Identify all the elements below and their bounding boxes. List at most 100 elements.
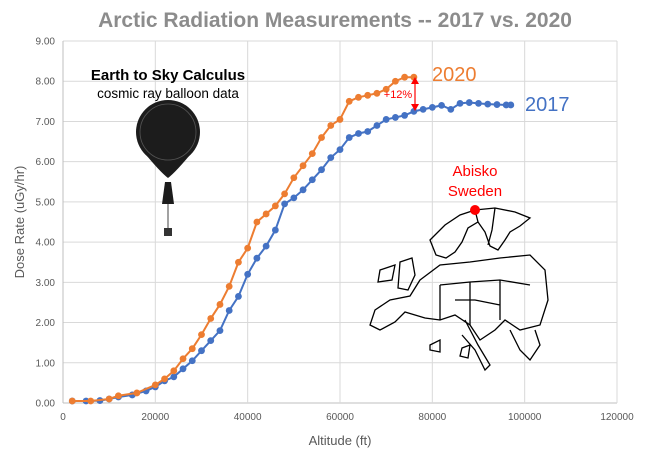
data-point-2017 <box>438 101 445 109</box>
abisko-marker <box>470 205 480 215</box>
data-point-2020 <box>87 397 95 405</box>
series-label-2017: 2017 <box>525 94 570 116</box>
data-point-2017 <box>253 254 261 262</box>
data-point-2017 <box>290 194 298 202</box>
x-tick-label: 100000 <box>508 412 542 423</box>
data-point-2020 <box>401 73 409 81</box>
data-point-2017 <box>188 357 196 365</box>
data-point-2020 <box>225 282 233 290</box>
data-point-2020 <box>262 210 270 218</box>
series-group <box>68 73 515 405</box>
data-point-2020 <box>244 244 252 252</box>
data-point-2020 <box>271 202 279 210</box>
brand-subtitle: cosmic ray balloon data <box>97 86 239 101</box>
data-point-2017 <box>493 101 501 108</box>
y-tick-label: 5.00 <box>36 197 56 208</box>
data-point-2020 <box>68 397 76 405</box>
data-point-2017 <box>170 373 178 381</box>
y-tick-label: 8.00 <box>36 77 56 88</box>
data-point-2017 <box>419 105 427 113</box>
x-tick-label: 40000 <box>234 412 262 423</box>
location-label-2: Sweden <box>448 183 502 200</box>
y-tick-label: 6.00 <box>36 157 56 168</box>
data-point-2017 <box>327 154 335 162</box>
y-tick-label: 7.00 <box>36 117 56 128</box>
balloon-icon <box>136 100 200 236</box>
series-line-2020 <box>72 76 414 402</box>
europe-map <box>369 207 549 372</box>
data-point-2017 <box>475 99 482 107</box>
gridlines <box>62 40 618 404</box>
data-point-2020 <box>198 331 205 339</box>
data-point-2017 <box>345 134 353 141</box>
x-tick-label: 0 <box>60 412 66 423</box>
data-point-2020 <box>364 91 372 99</box>
y-tick-label: 3.00 <box>36 278 56 289</box>
data-point-2017 <box>392 114 399 121</box>
series-line-2017 <box>72 101 511 402</box>
y-tick-label: 4.00 <box>36 238 56 249</box>
data-point-2020 <box>392 77 399 85</box>
data-point-2017 <box>428 103 436 111</box>
data-point-2017 <box>465 99 473 106</box>
data-point-2020 <box>308 150 316 158</box>
data-point-2020 <box>216 301 224 308</box>
data-point-2020 <box>336 116 344 123</box>
data-point-2020 <box>105 395 113 403</box>
tick-labels: 0.00 1.00 2.00 3.00 4.00 5.00 6.00 7.00 8.00 9.00… <box>36 37 635 424</box>
chart-title: Arctic Radiation Measurements -- 2017 vs… <box>98 9 572 32</box>
data-point-2017 <box>318 166 325 174</box>
data-point-2017 <box>401 112 409 119</box>
difference-arrow <box>411 77 419 111</box>
x-tick-label: 60000 <box>326 412 354 423</box>
data-point-2020 <box>382 85 390 93</box>
y-tick-label: 9.00 <box>36 37 56 48</box>
y-tick-label: 1.00 <box>36 358 56 369</box>
data-point-2017 <box>336 146 344 154</box>
data-point-2020 <box>253 218 261 226</box>
data-point-2017 <box>364 128 372 135</box>
data-point-2020 <box>318 134 325 141</box>
data-point-2017 <box>308 176 316 184</box>
data-point-2017 <box>207 337 215 345</box>
data-point-2017 <box>179 365 187 373</box>
data-point-2017 <box>382 116 390 123</box>
x-tick-label: 80000 <box>418 412 446 423</box>
data-point-2020 <box>299 162 307 170</box>
y-tick-label: 2.00 <box>36 318 56 329</box>
data-point-2017 <box>262 242 270 250</box>
data-point-2020 <box>115 392 122 400</box>
data-point-2017 <box>456 99 464 107</box>
data-point-2020 <box>188 345 196 353</box>
data-point-2017 <box>271 226 279 234</box>
series-label-2020: 2020 <box>432 64 477 86</box>
brand-label: Earth to Sky Calculus <box>91 67 245 84</box>
data-point-2020 <box>133 389 141 397</box>
data-point-2017 <box>225 307 233 314</box>
data-point-2017 <box>447 105 455 113</box>
x-tick-label: 20000 <box>141 412 169 423</box>
data-point-2017 <box>299 186 307 194</box>
y-tick-label: 0.00 <box>36 399 56 410</box>
data-point-2017 <box>507 101 515 109</box>
data-point-2017 <box>244 270 252 278</box>
data-point-2020 <box>290 174 298 182</box>
data-point-2020 <box>355 93 362 101</box>
data-point-2017 <box>373 122 381 129</box>
data-point-2020 <box>327 122 335 129</box>
x-axis-label: Altitude (ft) <box>309 433 372 448</box>
data-point-2020 <box>151 381 159 389</box>
data-point-2020 <box>345 97 353 105</box>
y-axis-label: Dose Rate (uGy/hr) <box>12 166 27 279</box>
data-point-2017 <box>281 200 288 208</box>
data-point-2017 <box>484 100 492 108</box>
data-point-2020 <box>179 355 187 363</box>
data-point-2020 <box>207 315 215 322</box>
data-point-2020 <box>281 190 288 198</box>
data-point-2017 <box>235 293 242 300</box>
x-tick-label: 120000 <box>600 412 634 423</box>
data-point-2017 <box>198 347 205 355</box>
data-point-2017 <box>355 130 362 137</box>
data-point-2020 <box>161 375 168 383</box>
